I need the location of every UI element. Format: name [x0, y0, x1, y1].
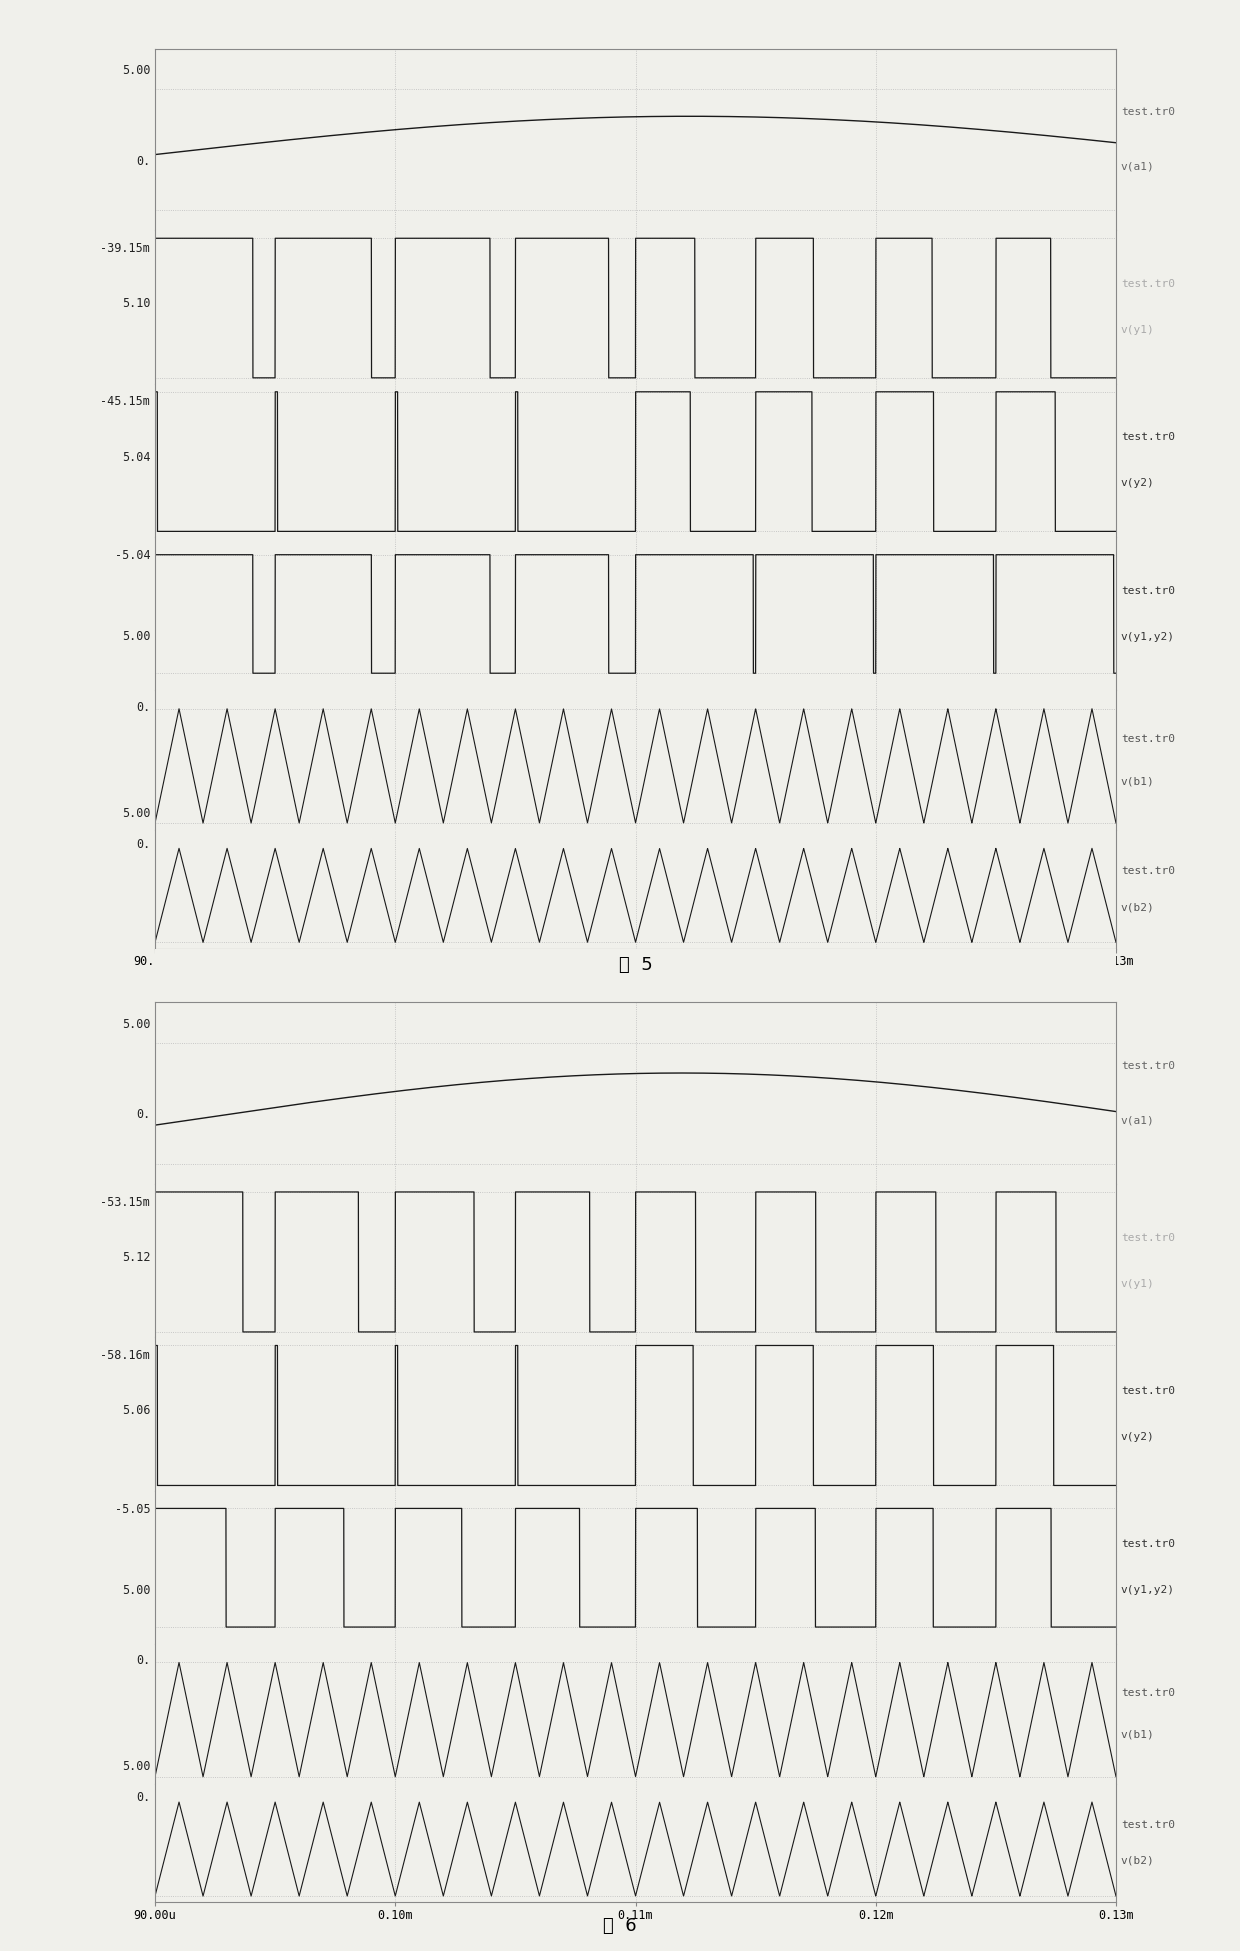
Text: 0.: 0. — [136, 700, 150, 714]
Text: test.tr0: test.tr0 — [1121, 107, 1174, 117]
Text: -5.05: -5.05 — [114, 1502, 150, 1516]
Text: test.tr0: test.tr0 — [1121, 866, 1174, 876]
Text: v(b1): v(b1) — [1121, 1731, 1154, 1740]
Text: 5.06: 5.06 — [122, 1405, 150, 1418]
Text: 0.: 0. — [136, 1654, 150, 1668]
Text: 5.00: 5.00 — [122, 1760, 150, 1773]
Text: 5.00: 5.00 — [122, 1018, 150, 1030]
Text: 5.04: 5.04 — [122, 451, 150, 464]
Text: -5.04: -5.04 — [114, 548, 150, 562]
Text: v(y1): v(y1) — [1121, 326, 1154, 336]
Text: 图  6: 图 6 — [603, 1916, 637, 1935]
Text: v(b2): v(b2) — [1121, 1855, 1154, 1865]
Text: 0.: 0. — [136, 1791, 150, 1805]
Text: v(y2): v(y2) — [1121, 1432, 1154, 1442]
Text: v(y1,y2): v(y1,y2) — [1121, 632, 1174, 642]
Text: 5.10: 5.10 — [122, 297, 150, 310]
Text: 0.: 0. — [136, 1108, 150, 1122]
Text: 图  5: 图 5 — [619, 956, 652, 974]
Text: 0.: 0. — [136, 837, 150, 851]
Text: 5.00: 5.00 — [122, 630, 150, 644]
Text: -53.15m: -53.15m — [100, 1196, 150, 1210]
Text: 5.00: 5.00 — [122, 806, 150, 819]
Text: test.tr0: test.tr0 — [1121, 734, 1174, 743]
Text: test.tr0: test.tr0 — [1121, 1539, 1174, 1549]
Text: test.tr0: test.tr0 — [1121, 1820, 1174, 1830]
Text: v(y2): v(y2) — [1121, 478, 1154, 488]
Text: test.tr0: test.tr0 — [1121, 1061, 1174, 1071]
Text: v(a1): v(a1) — [1121, 1116, 1154, 1126]
Text: v(y1): v(y1) — [1121, 1278, 1154, 1288]
Text: test.tr0: test.tr0 — [1121, 1385, 1174, 1397]
Text: test.tr0: test.tr0 — [1121, 585, 1174, 595]
Text: test.tr0: test.tr0 — [1121, 279, 1174, 289]
Text: 5.00: 5.00 — [122, 1584, 150, 1598]
Text: -45.15m: -45.15m — [100, 396, 150, 408]
Text: v(y1,y2): v(y1,y2) — [1121, 1586, 1174, 1596]
Text: 5.12: 5.12 — [122, 1251, 150, 1264]
Text: test.tr0: test.tr0 — [1121, 1233, 1174, 1243]
Text: test.tr0: test.tr0 — [1121, 1688, 1174, 1697]
Text: v(a1): v(a1) — [1121, 162, 1154, 172]
Text: 5.00: 5.00 — [122, 64, 150, 76]
Text: -58.16m: -58.16m — [100, 1350, 150, 1362]
Text: v(b1): v(b1) — [1121, 776, 1154, 786]
Text: 0.: 0. — [136, 154, 150, 168]
Text: -39.15m: -39.15m — [100, 242, 150, 256]
Text: test.tr0: test.tr0 — [1121, 433, 1174, 443]
Text: v(b2): v(b2) — [1121, 901, 1154, 911]
